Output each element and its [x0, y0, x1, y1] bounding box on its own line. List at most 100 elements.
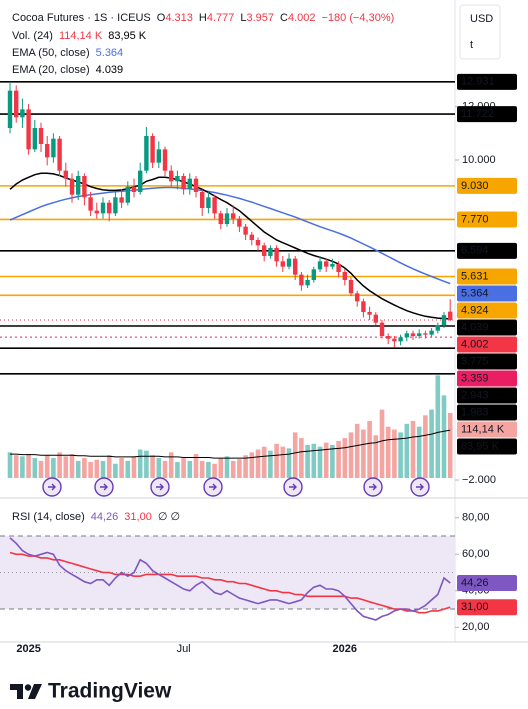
volume-bar [32, 458, 38, 478]
volume-bar [94, 459, 100, 478]
volume-bar [367, 421, 372, 478]
volume-bar [82, 458, 87, 478]
legend-change: −180 (−4,30%) [322, 12, 395, 24]
candle-body [162, 149, 168, 171]
price-label-bg [457, 285, 517, 302]
candle-body [187, 178, 192, 190]
price-label: 31,00 [461, 601, 489, 613]
legend-prefix: L [240, 12, 246, 24]
x-tick-label: 2026 [333, 643, 357, 655]
candle-body [224, 213, 230, 224]
logo-shape [28, 684, 42, 699]
volume-bar [255, 449, 261, 478]
volume-bar [212, 463, 217, 478]
candle-body [435, 325, 440, 331]
candle-body [448, 311, 453, 320]
price-label-bg [457, 575, 517, 592]
candle-body [330, 264, 335, 267]
volume-bar [187, 460, 193, 478]
legend-value: 4.777 [207, 12, 235, 24]
volume-bar [292, 432, 298, 478]
legend-value: 4.002 [288, 12, 316, 24]
volume-bar [162, 460, 168, 478]
rsi-line [9, 551, 451, 614]
price-label: 114,14 K [461, 423, 505, 435]
candle-body [262, 245, 267, 256]
candle-body [131, 186, 137, 192]
candle-body [280, 261, 285, 267]
volume-bar [373, 435, 379, 478]
event-arrow [209, 483, 217, 491]
candle-body [379, 322, 385, 336]
price-label: 44,26 [461, 577, 489, 589]
y-tick-label: 60,00 [462, 548, 490, 560]
price-label-bg [457, 302, 517, 319]
event-arrow [100, 483, 108, 491]
candle-body [51, 138, 56, 158]
candle-body [26, 109, 31, 150]
legend-name: EMA (20, close) [12, 64, 90, 76]
volume-bar [206, 462, 211, 478]
event-arrow [48, 483, 56, 491]
legend: EMA (20, close) 4.039 [12, 64, 123, 76]
event-icon [42, 477, 62, 497]
unit-box[interactable] [459, 4, 501, 60]
volume-bar [323, 442, 329, 478]
legend-prefix: H [199, 12, 207, 24]
candle-body [156, 149, 161, 163]
event-icon [150, 477, 170, 497]
brand: TradingView [48, 680, 172, 703]
candle-body [193, 178, 199, 192]
price-label: 5.364 [461, 287, 489, 299]
candle-body [94, 210, 99, 214]
candle-body [231, 213, 236, 219]
volume-bar [361, 429, 366, 478]
volume-bar [51, 458, 56, 478]
volume-bar [385, 426, 391, 478]
price-label: 6.594 [461, 245, 489, 257]
volume-bar [249, 452, 255, 478]
candle-body [342, 272, 347, 280]
candle-body [7, 90, 13, 128]
legend-value: 31,00 [124, 511, 152, 523]
volume-bar [317, 446, 323, 478]
volume-bar [274, 443, 279, 478]
candle-body [317, 261, 323, 270]
candle-body [57, 138, 62, 171]
candle-body [181, 176, 186, 190]
volume-bar [218, 458, 224, 478]
candle-body [206, 197, 211, 208]
candle-body [200, 192, 205, 208]
volume-bar [175, 462, 180, 478]
volume-bar [20, 456, 25, 478]
y-tick-label: 10.000 [462, 154, 496, 166]
event-arrow [156, 483, 164, 491]
candle-body [212, 197, 217, 214]
volume-bar [63, 456, 69, 478]
legend-value: 83,95 K [108, 30, 147, 42]
volume-bar [410, 421, 416, 478]
legend-name: Vol. (24) [12, 30, 53, 42]
volume-bar [447, 412, 453, 478]
candle-body [305, 280, 310, 286]
candle-body [32, 128, 37, 150]
volume-bar [423, 415, 428, 478]
price-label-bg [457, 177, 517, 194]
legend: Vol. (24) 114,14 K 83,95 K [12, 30, 147, 42]
price-label-bg [457, 404, 517, 421]
rsi-band [0, 536, 455, 610]
legend-value: 4.313 [165, 12, 193, 24]
price-label-bg [457, 353, 517, 370]
y-tick-label: 20,00 [462, 621, 490, 633]
volume-bar [26, 454, 31, 478]
volume-bar [379, 409, 385, 478]
volume-bar [57, 452, 62, 478]
volume-bar [398, 432, 403, 478]
event-icon [363, 477, 383, 497]
legend-title: RSI (14, close) [12, 511, 85, 523]
price-label: 4.039 [461, 321, 489, 333]
candle-body [82, 176, 87, 198]
rsi-line [9, 537, 451, 621]
candle-body [299, 274, 304, 286]
volume-bar [348, 432, 354, 478]
